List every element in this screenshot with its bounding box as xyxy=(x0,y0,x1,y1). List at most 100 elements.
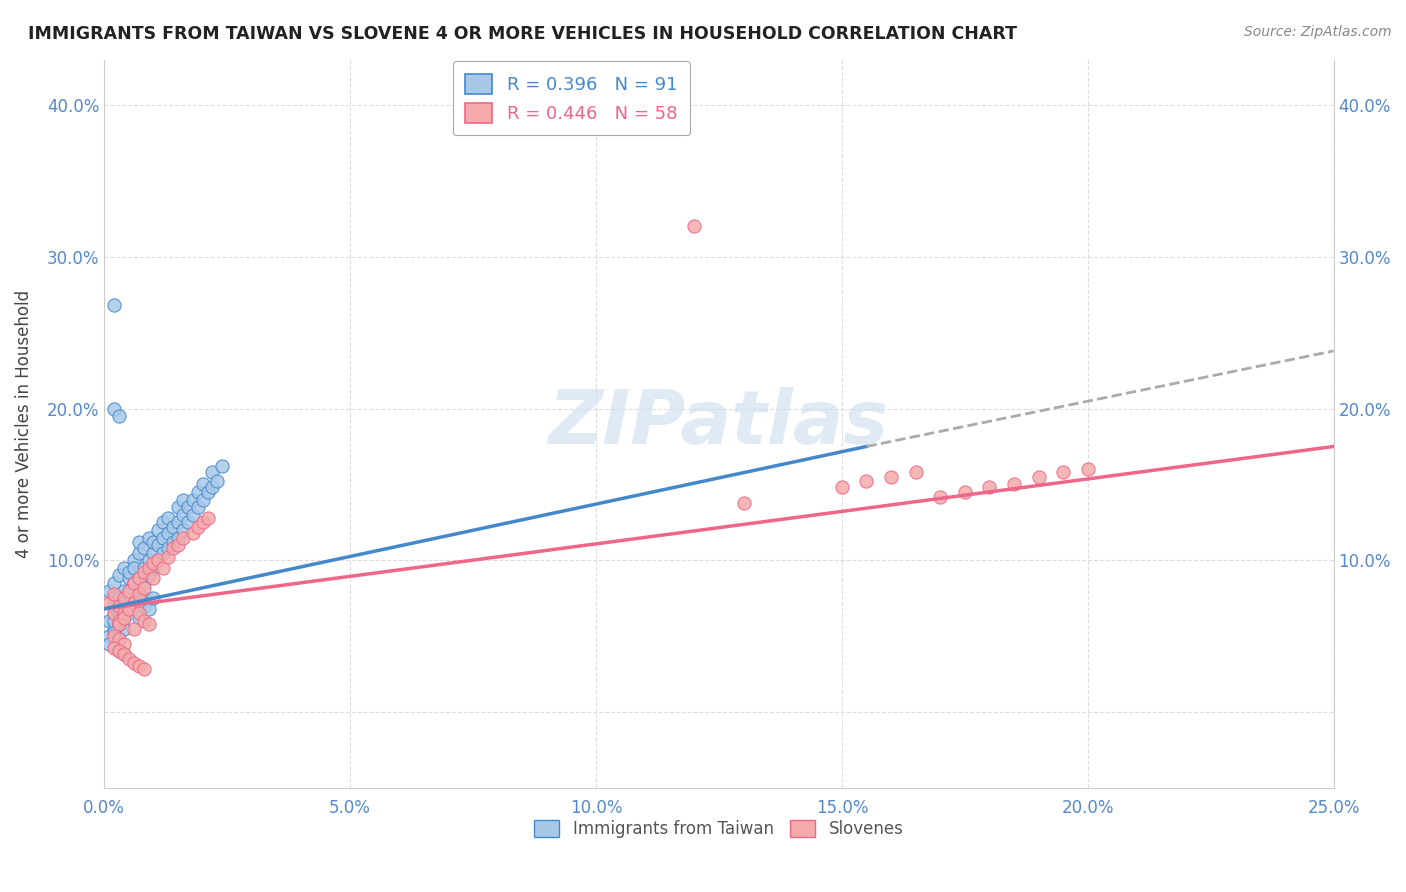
Point xyxy=(128,607,150,621)
Point xyxy=(132,561,155,575)
Point xyxy=(157,525,180,540)
Text: IMMIGRANTS FROM TAIWAN VS SLOVENE 4 OR MORE VEHICLES IN HOUSEHOLD CORRELATION CH: IMMIGRANTS FROM TAIWAN VS SLOVENE 4 OR M… xyxy=(28,25,1017,43)
Point xyxy=(181,525,204,540)
Point xyxy=(128,546,150,560)
Point xyxy=(132,541,155,555)
Point xyxy=(108,607,131,621)
Point xyxy=(103,401,125,416)
Point xyxy=(162,541,184,555)
Point xyxy=(112,607,135,621)
Point xyxy=(118,652,141,666)
Point xyxy=(103,298,125,312)
Point xyxy=(142,572,165,586)
Point xyxy=(112,596,135,610)
Point xyxy=(132,614,155,628)
Point xyxy=(112,596,135,610)
Point xyxy=(103,626,125,640)
Point xyxy=(138,617,160,632)
Point xyxy=(1052,465,1074,479)
Point xyxy=(157,510,180,524)
Point xyxy=(187,500,209,515)
Point xyxy=(142,546,165,560)
Point xyxy=(118,572,141,586)
Point xyxy=(128,611,150,625)
Point xyxy=(118,602,141,616)
Text: Source: ZipAtlas.com: Source: ZipAtlas.com xyxy=(1244,25,1392,39)
Point xyxy=(197,510,219,524)
Point xyxy=(152,516,174,530)
Point xyxy=(108,591,131,606)
Point xyxy=(98,583,121,598)
Point xyxy=(177,500,200,515)
Point xyxy=(108,644,131,658)
Point xyxy=(108,632,131,647)
Point xyxy=(181,508,204,522)
Point xyxy=(162,520,184,534)
Point xyxy=(103,587,125,601)
Point xyxy=(128,587,150,601)
Point xyxy=(172,531,194,545)
Point xyxy=(122,576,145,591)
Point xyxy=(855,475,877,489)
Point xyxy=(98,596,121,610)
Point xyxy=(733,495,755,509)
Point xyxy=(138,568,160,582)
Point xyxy=(128,535,150,549)
Point xyxy=(112,583,135,598)
Point xyxy=(162,535,184,549)
Point xyxy=(122,622,145,636)
Point xyxy=(201,480,224,494)
Point xyxy=(108,617,131,632)
Point xyxy=(201,465,224,479)
Point xyxy=(108,614,131,628)
Point xyxy=(132,599,155,613)
Point xyxy=(979,480,1001,494)
Point xyxy=(142,591,165,606)
Point xyxy=(831,480,853,494)
Point xyxy=(122,596,145,610)
Point xyxy=(157,550,180,565)
Point xyxy=(112,611,135,625)
Point xyxy=(122,553,145,567)
Point xyxy=(112,561,135,575)
Legend: Immigrants from Taiwan, Slovenes: Immigrants from Taiwan, Slovenes xyxy=(527,814,910,845)
Point xyxy=(138,531,160,545)
Point xyxy=(103,622,125,636)
Point xyxy=(148,538,170,552)
Point xyxy=(103,607,125,621)
Point xyxy=(118,583,141,598)
Point xyxy=(191,516,214,530)
Point xyxy=(103,629,125,643)
Point xyxy=(148,523,170,537)
Point xyxy=(128,659,150,673)
Point xyxy=(103,591,125,606)
Point xyxy=(128,572,150,586)
Point xyxy=(132,576,155,591)
Point xyxy=(128,587,150,601)
Point xyxy=(122,657,145,671)
Point xyxy=(138,553,160,567)
Point xyxy=(122,576,145,591)
Point xyxy=(904,465,927,479)
Point xyxy=(132,581,155,595)
Point xyxy=(191,477,214,491)
Point xyxy=(98,637,121,651)
Point xyxy=(197,485,219,500)
Point xyxy=(108,599,131,613)
Point xyxy=(1028,470,1050,484)
Point xyxy=(172,508,194,522)
Point xyxy=(167,531,190,545)
Point xyxy=(142,556,165,570)
Point xyxy=(108,599,131,613)
Point xyxy=(108,632,131,647)
Point xyxy=(929,490,952,504)
Y-axis label: 4 or more Vehicles in Household: 4 or more Vehicles in Household xyxy=(15,290,32,558)
Point xyxy=(157,541,180,555)
Point xyxy=(112,637,135,651)
Point xyxy=(953,485,976,500)
Point xyxy=(112,591,135,606)
Point xyxy=(118,587,141,601)
Point xyxy=(152,531,174,545)
Point xyxy=(187,520,209,534)
Point xyxy=(177,516,200,530)
